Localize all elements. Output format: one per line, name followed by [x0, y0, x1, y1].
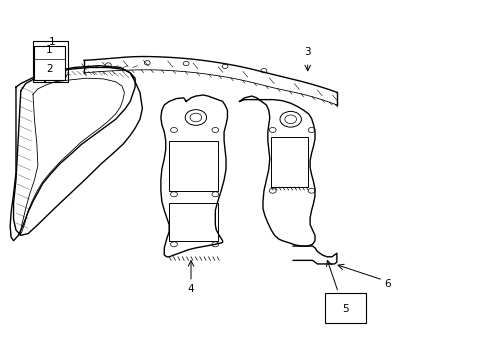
Bar [271, 137, 307, 187]
Text: 1: 1 [49, 37, 56, 48]
Bar [169, 141, 217, 191]
Bar [324, 293, 366, 323]
Text: 4: 4 [187, 284, 194, 294]
Text: 2: 2 [49, 63, 56, 72]
Bar [169, 203, 217, 241]
Text: 6: 6 [384, 279, 390, 289]
Text: 5: 5 [342, 303, 348, 314]
Text: 3: 3 [304, 47, 310, 57]
Text: 2: 2 [46, 64, 53, 74]
Bar [33, 41, 68, 82]
Bar [34, 46, 64, 80]
Text: 1: 1 [46, 45, 53, 55]
